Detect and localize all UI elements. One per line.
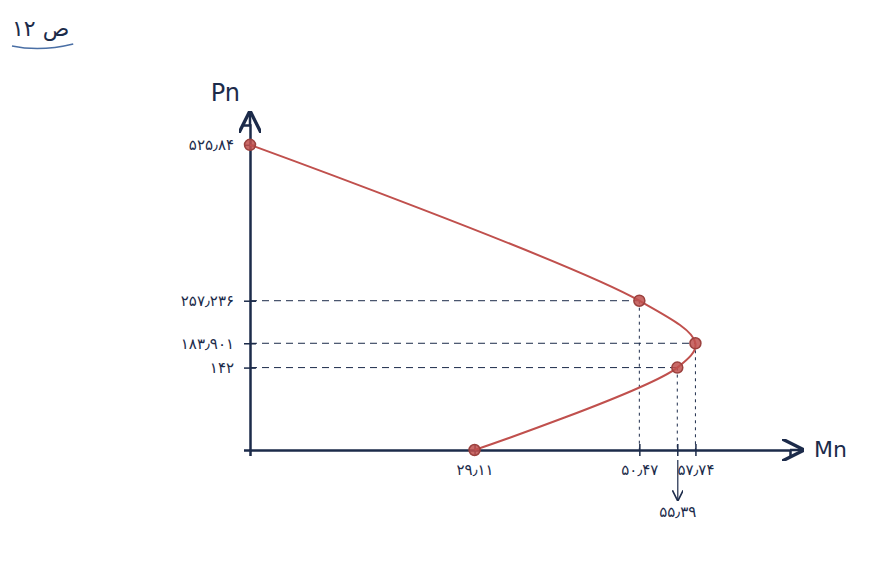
point: [672, 362, 683, 373]
y-tick-mark: [244, 300, 256, 302]
guide-vertical: [695, 343, 696, 450]
y-tick: ۲۵۷٫۲۳۶: [181, 292, 256, 310]
chart: ص ۱۲ ۱۴۲ ۱۸۳٫۹۰۱ ۲۵۷٫۲۳۶ ۵۲۵٫۸۴ ۲۹٫۱۱ ۵۰٫۴۷ ۵۵٫…: [0, 0, 890, 569]
x-axis-title: Mn: [814, 437, 847, 462]
point: [245, 139, 256, 150]
y-tick-label: ۱۴۲: [210, 359, 234, 377]
point: [469, 445, 480, 456]
y-axis-line: [244, 126, 251, 451]
curve: [250, 145, 696, 450]
point: [690, 338, 701, 349]
y-tick-label: ۵۲۵٫۸۴: [189, 136, 234, 154]
y-axis-arrow: [249, 113, 252, 125]
guide-horizontal: [250, 367, 677, 368]
x-tick-mark: [695, 444, 697, 456]
y-axis-title: Pn: [211, 79, 240, 107]
x-tick: ۲۹٫۱۱: [457, 444, 494, 479]
x-tick-mark: [677, 444, 679, 456]
x-axis-line: [251, 451, 791, 457]
guide-horizontal: [250, 300, 639, 301]
guide-horizontal: [250, 343, 695, 344]
guides: [250, 301, 695, 450]
x-tick: ۵۵٫۳۹: [659, 444, 696, 521]
guide-vertical: [677, 368, 678, 450]
y-tick-mark: [244, 367, 256, 369]
guide-vertical: [639, 301, 640, 450]
plot-area: [245, 139, 701, 455]
x-tick: ۵۰٫۴۷: [621, 444, 658, 479]
title: ص ۱۲: [12, 16, 69, 42]
x-axis-arrow: [790, 449, 802, 452]
x-tick-label: ۵۵٫۳۹: [659, 503, 696, 521]
point: [634, 295, 645, 306]
y-tick: ۱۸۳٫۹۰۱: [181, 335, 256, 353]
x-tick-label: ۵۷٫۷۴: [677, 461, 714, 479]
x-tick-mark: [639, 444, 641, 456]
y-tick-label: ۲۵۷٫۲۳۶: [181, 292, 234, 310]
x-tick: ۵۷٫۷۴: [677, 444, 714, 479]
y-tick-label: ۱۸۳٫۹۰۱: [181, 335, 234, 353]
x-axis: ۲۹٫۱۱ ۵۰٫۴۷ ۵۵٫۳۹ ۵۷٫۷۴: [251, 444, 791, 521]
y-tick: ۱۴۲: [210, 359, 256, 377]
y-tick-mark: [244, 343, 256, 345]
y-tick: ۵۲۵٫۸۴: [189, 136, 256, 154]
y-axis: ۱۴۲ ۱۸۳٫۹۰۱ ۲۵۷٫۲۳۶ ۵۲۵٫۸۴: [181, 126, 256, 451]
x-tick-label: ۲۹٫۱۱: [457, 461, 494, 479]
x-tick-label: ۵۰٫۴۷: [621, 461, 658, 479]
title-underline: [12, 44, 73, 49]
